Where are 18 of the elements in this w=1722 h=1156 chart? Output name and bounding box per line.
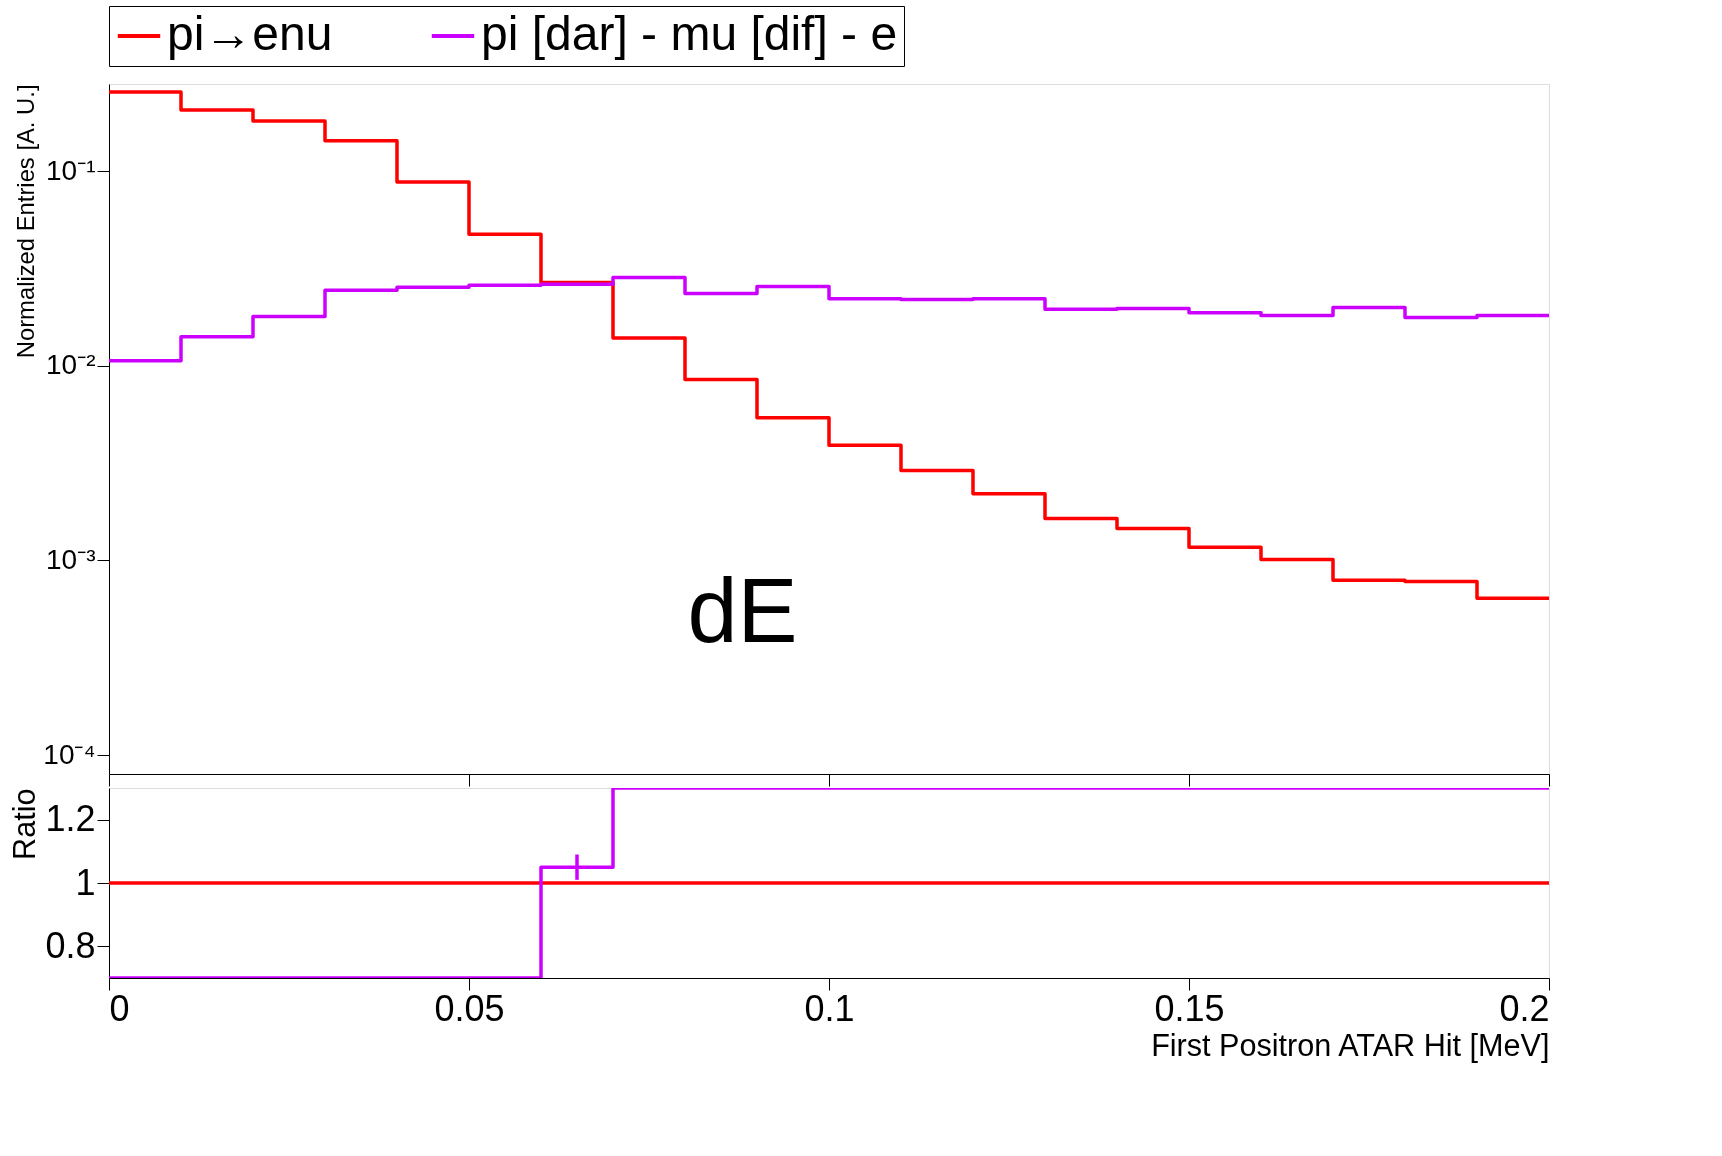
y-tick-label: 1	[75, 861, 96, 903]
x-tick-label: 0.05	[434, 987, 505, 1029]
x-tick-label: 0	[109, 987, 130, 1029]
y-tick-label: 10⁻³	[46, 543, 96, 575]
x-tick-label: 0.15	[1154, 987, 1225, 1029]
y-axis-title: Ratio	[7, 788, 42, 860]
y-tick-label: 1.2	[45, 798, 96, 840]
x-axis-title: First Positron ATAR Hit [MeV]	[1151, 1027, 1550, 1063]
legend-label: pi [dar] - mu [dif] - e	[481, 7, 898, 60]
y-tick-label: 10⁻⁴	[43, 738, 96, 770]
y-tick-label: 10⁻²	[46, 349, 96, 381]
annotation: dE	[687, 561, 798, 662]
y-tick-label: 0.8	[45, 924, 96, 966]
y-tick-label: 10⁻¹	[46, 154, 96, 186]
legend-label: pi→enu	[167, 7, 333, 60]
y-axis-title: Normalized Entries [A. U.]	[12, 84, 40, 359]
x-tick-label: 0.1	[804, 987, 855, 1029]
x-tick-label: 0.2	[1499, 987, 1550, 1029]
